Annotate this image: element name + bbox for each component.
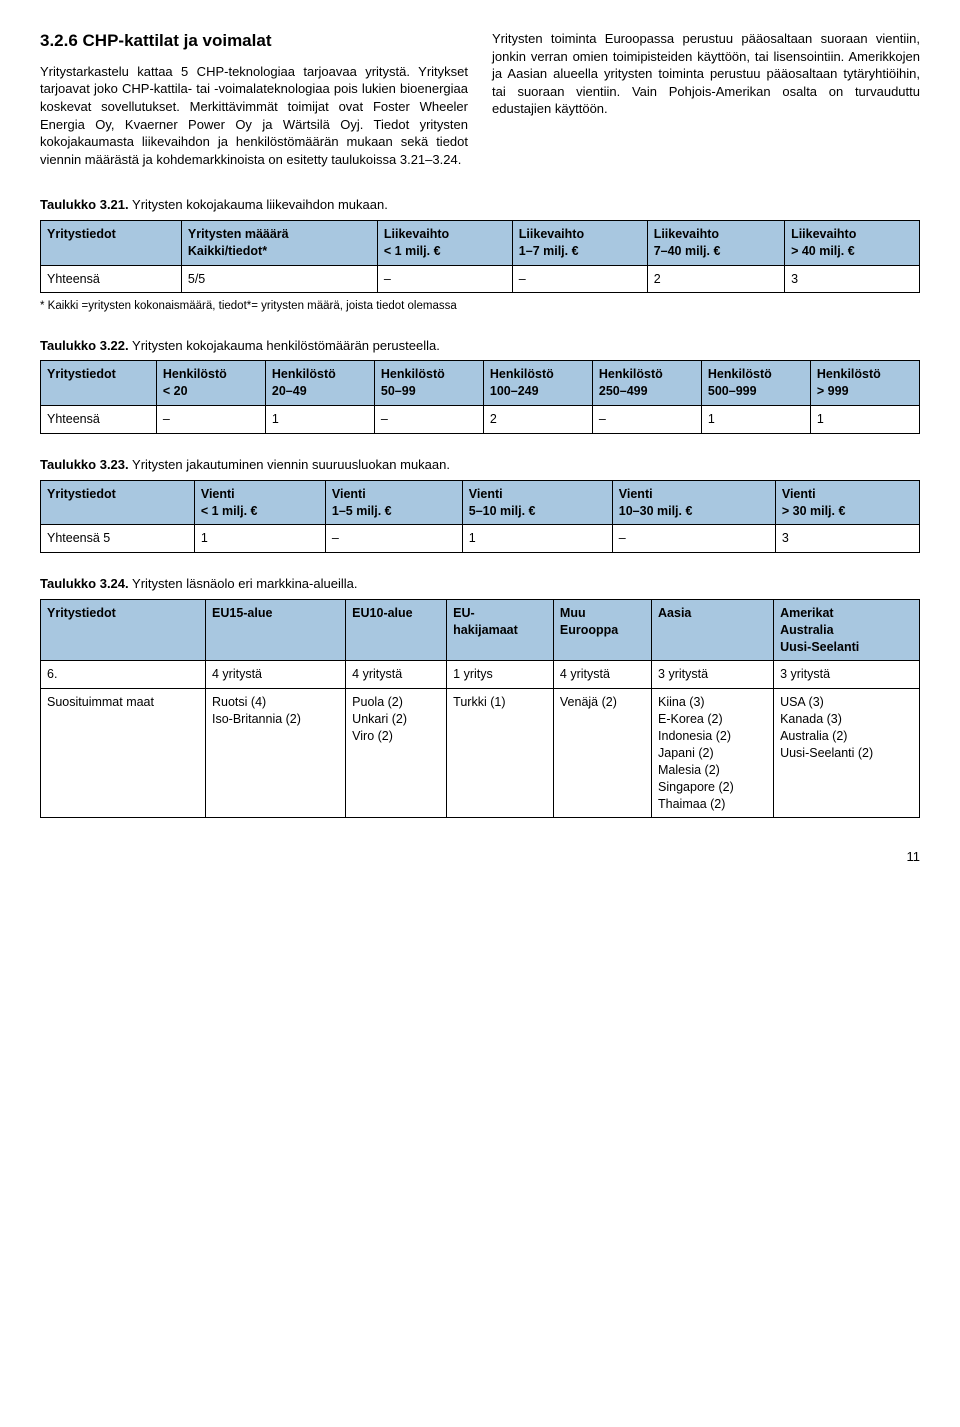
table23: Yritystiedot Vienti< 1 milj. € Vienti1–5… [40, 480, 920, 554]
th: AmerikatAustraliaUusi-Seelanti [774, 599, 920, 661]
td: 2 [647, 265, 784, 293]
table-row: Yhteensä – 1 – 2 – 1 1 [41, 406, 920, 434]
th: Henkilöstö50–99 [374, 361, 483, 406]
td: Kiina (3)E-Korea (2)Indonesia (2)Japani … [652, 689, 774, 818]
table24: Yritystiedot EU15-alue EU10-alue EU-haki… [40, 599, 920, 819]
caption-rest: Yritysten jakautuminen viennin suuruuslu… [129, 457, 450, 472]
td: Puola (2)Unkari (2)Viro (2) [346, 689, 447, 818]
td: 4 yritystä [346, 661, 447, 689]
table22: Yritystiedot Henkilöstö< 20 Henkilöstö20… [40, 360, 920, 434]
td: – [377, 265, 512, 293]
table-header-row: Yritystiedot Yritysten määäräKaikki/tied… [41, 220, 920, 265]
td: Suosituimmat maat [41, 689, 206, 818]
td: – [512, 265, 647, 293]
table22-caption: Taulukko 3.22. Yritysten kokojakauma hen… [40, 337, 920, 355]
section-heading: 3.2.6 CHP-kattilat ja voimalat [40, 30, 468, 53]
th: Liikevaihto> 40 milj. € [785, 220, 920, 265]
th: Vienti5–10 milj. € [462, 480, 612, 525]
body-paragraph-left: Yritystarkastelu kattaa 5 CHP-teknologia… [40, 63, 468, 168]
th: EU15-alue [206, 599, 346, 661]
th: MuuEurooppa [553, 599, 651, 661]
td: 1 [194, 525, 325, 553]
th: Henkilöstö500–999 [701, 361, 810, 406]
th: Henkilöstö100–249 [483, 361, 592, 406]
th: Yritystiedot [41, 220, 182, 265]
table-row: Yhteensä 5/5 – – 2 3 [41, 265, 920, 293]
caption-bold: Taulukko 3.22. [40, 338, 129, 353]
td: 4 yritystä [553, 661, 651, 689]
th: Vienti1–5 milj. € [325, 480, 462, 525]
table-row: Suosituimmat maat Ruotsi (4)Iso-Britanni… [41, 689, 920, 818]
th: Vienti> 30 milj. € [775, 480, 919, 525]
th: Henkilöstö250–499 [592, 361, 701, 406]
th: Liikevaihto7–40 milj. € [647, 220, 784, 265]
th: Yritystiedot [41, 480, 195, 525]
text-columns: 3.2.6 CHP-kattilat ja voimalat Yritystar… [40, 30, 920, 168]
th: Henkilöstö> 999 [810, 361, 919, 406]
th: Vienti10–30 milj. € [612, 480, 775, 525]
th: EU-hakijamaat [447, 599, 554, 661]
table-header-row: Yritystiedot Vienti< 1 milj. € Vienti1–5… [41, 480, 920, 525]
caption-rest: Yritysten läsnäolo eri markkina-alueilla… [129, 576, 358, 591]
td: 1 [701, 406, 810, 434]
table-row: 6. 4 yritystä 4 yritystä 1 yritys 4 yrit… [41, 661, 920, 689]
caption-rest: Yritysten kokojakauma henkilöstömäärän p… [129, 338, 440, 353]
td: Venäjä (2) [553, 689, 651, 818]
th: Yritysten määäräKaikki/tiedot* [181, 220, 377, 265]
td: – [374, 406, 483, 434]
caption-rest: Yritysten kokojakauma liikevaihdon mukaa… [129, 197, 388, 212]
th: Henkilöstö< 20 [156, 361, 265, 406]
td: 3 yritystä [652, 661, 774, 689]
td: 3 [785, 265, 920, 293]
caption-bold: Taulukko 3.24. [40, 576, 129, 591]
left-column: 3.2.6 CHP-kattilat ja voimalat Yritystar… [40, 30, 468, 168]
td: Ruotsi (4)Iso-Britannia (2) [206, 689, 346, 818]
td: 5/5 [181, 265, 377, 293]
table-header-row: Yritystiedot Henkilöstö< 20 Henkilöstö20… [41, 361, 920, 406]
th: EU10-alue [346, 599, 447, 661]
td: 1 yritys [447, 661, 554, 689]
td: Yhteensä [41, 265, 182, 293]
page-number: 11 [40, 848, 920, 866]
th: Vienti< 1 milj. € [194, 480, 325, 525]
td: – [156, 406, 265, 434]
td: 4 yritystä [206, 661, 346, 689]
th: Liikevaihto1–7 milj. € [512, 220, 647, 265]
th: Liikevaihto< 1 milj. € [377, 220, 512, 265]
td: 1 [462, 525, 612, 553]
right-column: Yritysten toiminta Euroopassa perustuu p… [492, 30, 920, 168]
td: – [325, 525, 462, 553]
body-paragraph-right: Yritysten toiminta Euroopassa perustuu p… [492, 30, 920, 118]
caption-bold: Taulukko 3.21. [40, 197, 129, 212]
table-row: Yhteensä 5 1 – 1 – 3 [41, 525, 920, 553]
td: 1 [810, 406, 919, 434]
table21-caption: Taulukko 3.21. Yritysten kokojakauma lii… [40, 196, 920, 214]
td: 1 [265, 406, 374, 434]
td: – [592, 406, 701, 434]
th: Yritystiedot [41, 599, 206, 661]
td: Turkki (1) [447, 689, 554, 818]
td: – [612, 525, 775, 553]
td: 6. [41, 661, 206, 689]
td: Yhteensä [41, 406, 157, 434]
th: Aasia [652, 599, 774, 661]
table24-caption: Taulukko 3.24. Yritysten läsnäolo eri ma… [40, 575, 920, 593]
table-header-row: Yritystiedot EU15-alue EU10-alue EU-haki… [41, 599, 920, 661]
caption-bold: Taulukko 3.23. [40, 457, 129, 472]
table23-caption: Taulukko 3.23. Yritysten jakautuminen vi… [40, 456, 920, 474]
th: Henkilöstö20–49 [265, 361, 374, 406]
th: Yritystiedot [41, 361, 157, 406]
td: Yhteensä 5 [41, 525, 195, 553]
td: USA (3)Kanada (3)Australia (2)Uusi-Seela… [774, 689, 920, 818]
table21-footnote: * Kaikki =yritysten kokonaismäärä, tiedo… [40, 299, 920, 315]
td: 3 yritystä [774, 661, 920, 689]
td: 3 [775, 525, 919, 553]
table21: Yritystiedot Yritysten määäräKaikki/tied… [40, 220, 920, 294]
td: 2 [483, 406, 592, 434]
